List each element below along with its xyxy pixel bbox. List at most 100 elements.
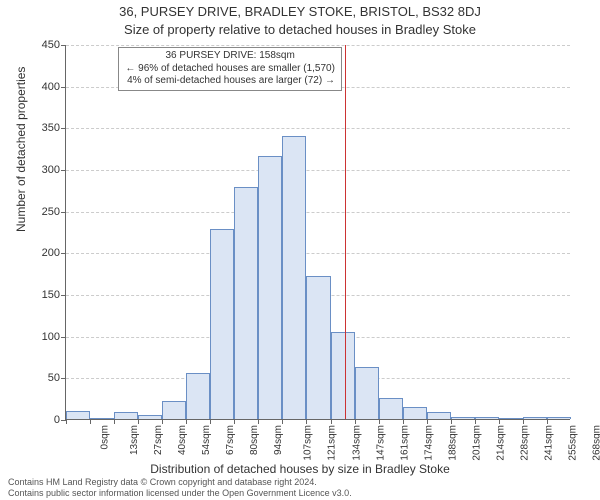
ytick-mark bbox=[61, 212, 66, 213]
annotation-box: 36 PURSEY DRIVE: 158sqm← 96% of detached… bbox=[118, 47, 342, 91]
ytick-mark bbox=[61, 128, 66, 129]
xtick-mark bbox=[258, 419, 259, 424]
footer-line-2: Contains public sector information licen… bbox=[8, 488, 352, 498]
footer-attribution: Contains HM Land Registry data © Crown c… bbox=[8, 477, 352, 498]
xtick-label: 27sqm bbox=[153, 425, 164, 455]
histogram-bar bbox=[355, 367, 379, 419]
histogram-bar bbox=[90, 418, 114, 419]
ytick-label: 0 bbox=[25, 414, 60, 426]
ytick-label: 350 bbox=[25, 122, 60, 134]
histogram-bar bbox=[403, 407, 427, 420]
xtick-mark bbox=[282, 419, 283, 424]
chart-container: 36, PURSEY DRIVE, BRADLEY STOKE, BRISTOL… bbox=[0, 0, 600, 500]
xtick-label: 241sqm bbox=[543, 425, 554, 461]
plot-area: 0sqm13sqm27sqm40sqm54sqm67sqm80sqm94sqm1… bbox=[65, 45, 570, 420]
histogram-bar bbox=[234, 187, 258, 419]
xtick-label: 54sqm bbox=[201, 425, 212, 455]
xtick-mark bbox=[355, 419, 356, 424]
xtick-label: 94sqm bbox=[273, 425, 284, 455]
ytick-mark bbox=[61, 45, 66, 46]
ytick-label: 450 bbox=[25, 39, 60, 51]
xtick-label: 255sqm bbox=[568, 425, 579, 461]
gridline bbox=[66, 128, 570, 129]
gridline bbox=[66, 212, 570, 213]
annotation-line-2: ← 96% of detached houses are smaller (1,… bbox=[125, 63, 335, 76]
xtick-label: 201sqm bbox=[471, 425, 482, 461]
histogram-bar bbox=[427, 412, 451, 419]
ytick-mark bbox=[61, 378, 66, 379]
histogram-bar bbox=[186, 373, 210, 419]
xtick-label: 0sqm bbox=[99, 425, 110, 449]
histogram-bar bbox=[162, 401, 186, 419]
xtick-mark bbox=[306, 419, 307, 424]
histogram-bar bbox=[379, 398, 403, 419]
ytick-mark bbox=[61, 87, 66, 88]
xtick-label: 268sqm bbox=[592, 425, 600, 461]
histogram-bar bbox=[499, 418, 523, 419]
ytick-mark bbox=[61, 170, 66, 171]
xtick-mark bbox=[475, 419, 476, 424]
histogram-bar bbox=[331, 332, 355, 420]
xtick-mark bbox=[451, 419, 452, 424]
xtick-mark bbox=[234, 419, 235, 424]
xtick-label: 147sqm bbox=[375, 425, 386, 461]
histogram-bar bbox=[547, 417, 571, 419]
xtick-mark bbox=[210, 419, 211, 424]
xtick-label: 228sqm bbox=[519, 425, 530, 461]
gridline bbox=[66, 170, 570, 171]
xtick-mark bbox=[66, 419, 67, 424]
histogram-bar bbox=[475, 417, 499, 420]
xtick-mark bbox=[427, 419, 428, 424]
ytick-mark bbox=[61, 295, 66, 296]
title-line-1: 36, PURSEY DRIVE, BRADLEY STOKE, BRISTOL… bbox=[0, 4, 600, 19]
annotation-line-3: 4% of semi-detached houses are larger (7… bbox=[125, 75, 335, 88]
xtick-mark bbox=[331, 419, 332, 424]
xtick-mark bbox=[547, 419, 548, 424]
xtick-label: 161sqm bbox=[399, 425, 410, 461]
ytick-label: 400 bbox=[25, 81, 60, 93]
xtick-mark bbox=[523, 419, 524, 424]
xtick-mark bbox=[499, 419, 500, 424]
annotation-line-1: 36 PURSEY DRIVE: 158sqm bbox=[125, 50, 335, 63]
xtick-mark bbox=[162, 419, 163, 424]
title-line-2: Size of property relative to detached ho… bbox=[0, 22, 600, 37]
ytick-mark bbox=[61, 337, 66, 338]
histogram-bar bbox=[66, 411, 90, 419]
footer-line-1: Contains HM Land Registry data © Crown c… bbox=[8, 477, 352, 487]
xtick-mark bbox=[114, 419, 115, 424]
histogram-bar bbox=[282, 136, 306, 419]
xtick-label: 13sqm bbox=[129, 425, 140, 455]
xtick-mark bbox=[403, 419, 404, 424]
ytick-label: 150 bbox=[25, 289, 60, 301]
xtick-label: 188sqm bbox=[447, 425, 458, 461]
xtick-label: 214sqm bbox=[495, 425, 506, 461]
ytick-mark bbox=[61, 253, 66, 254]
xtick-label: 80sqm bbox=[249, 425, 260, 455]
histogram-bar bbox=[523, 417, 547, 420]
x-axis-label: Distribution of detached houses by size … bbox=[0, 462, 600, 476]
ytick-label: 50 bbox=[25, 372, 60, 384]
ytick-label: 250 bbox=[25, 206, 60, 218]
xtick-label: 134sqm bbox=[351, 425, 362, 461]
xtick-label: 121sqm bbox=[327, 425, 338, 461]
xtick-label: 107sqm bbox=[303, 425, 314, 461]
gridline bbox=[66, 45, 570, 46]
histogram-bar bbox=[258, 156, 282, 419]
xtick-label: 174sqm bbox=[423, 425, 434, 461]
reference-line bbox=[345, 45, 346, 419]
histogram-bar bbox=[138, 415, 162, 419]
xtick-label: 67sqm bbox=[225, 425, 236, 455]
ytick-label: 300 bbox=[25, 164, 60, 176]
xtick-mark bbox=[186, 419, 187, 424]
histogram-bar bbox=[451, 417, 475, 420]
histogram-bar bbox=[210, 229, 234, 419]
xtick-mark bbox=[138, 419, 139, 424]
ytick-label: 100 bbox=[25, 331, 60, 343]
xtick-label: 40sqm bbox=[177, 425, 188, 455]
xtick-mark bbox=[90, 419, 91, 424]
histogram-bar bbox=[306, 276, 330, 419]
ytick-label: 200 bbox=[25, 247, 60, 259]
xtick-mark bbox=[379, 419, 380, 424]
histogram-bar bbox=[114, 412, 138, 419]
gridline bbox=[66, 253, 570, 254]
